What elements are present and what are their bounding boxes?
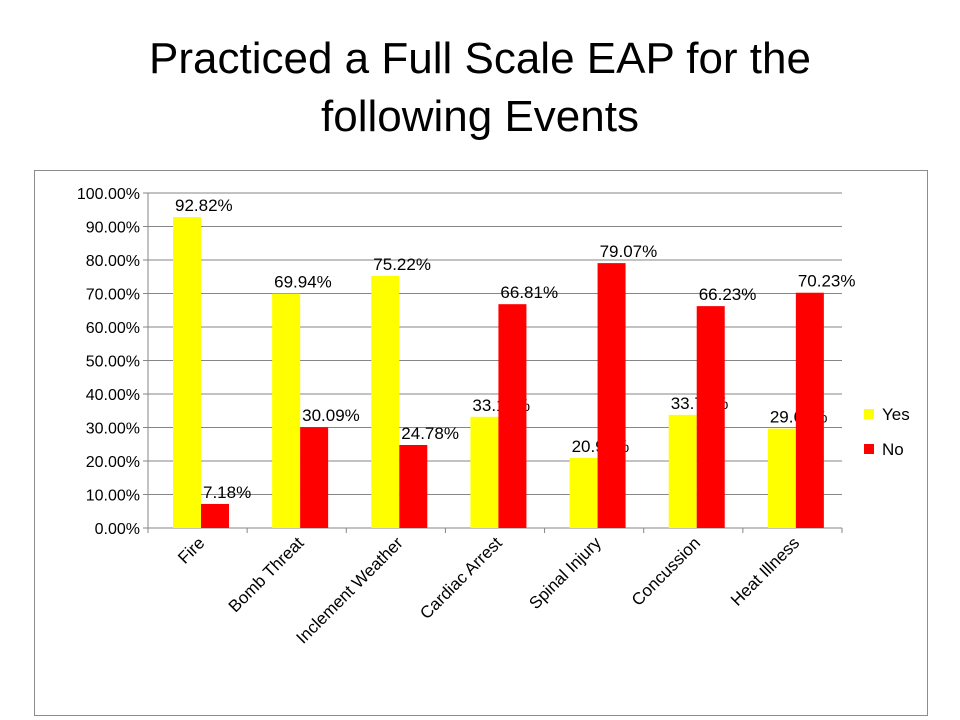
category-label: Heat Illness bbox=[727, 533, 803, 609]
bar-no bbox=[597, 263, 626, 528]
y-tick-label: 90.00% bbox=[86, 220, 140, 237]
bar-no bbox=[201, 503, 229, 528]
bar-yes bbox=[569, 457, 598, 528]
bar-no bbox=[300, 427, 329, 528]
bar-yes bbox=[371, 276, 400, 528]
y-tick-label: 50.00% bbox=[86, 354, 140, 371]
y-tick-label: 10.00% bbox=[86, 488, 140, 505]
bar-no bbox=[696, 306, 725, 528]
data-label-yes: 92.82% bbox=[175, 196, 233, 215]
chart-frame: 0.00% 10.00% 20.00% 30.00% 40.00% 50.00% 60.00… bbox=[34, 170, 928, 716]
slide-title: Practiced a Full Scale EAP for the follo… bbox=[60, 30, 900, 146]
category-label: Spinal Injury bbox=[525, 533, 605, 613]
data-label-no: 70.23% bbox=[798, 272, 856, 291]
bar-no bbox=[498, 304, 527, 528]
category-label: Fire bbox=[174, 533, 208, 567]
y-tick-label: 70.00% bbox=[86, 287, 140, 304]
bar-yes bbox=[272, 293, 301, 528]
data-label-no: 7.18% bbox=[203, 483, 251, 502]
bar-yes bbox=[668, 414, 697, 528]
y-tick-label: 0.00% bbox=[95, 521, 140, 538]
bar-no bbox=[399, 444, 428, 528]
bar-yes bbox=[767, 428, 796, 528]
data-label-no: 79.07% bbox=[600, 242, 658, 261]
legend-swatch-no bbox=[864, 444, 874, 454]
y-tick-label: 100.00% bbox=[77, 186, 140, 203]
data-label-yes: 69.94% bbox=[274, 273, 332, 292]
data-label-no: 66.23% bbox=[699, 285, 757, 304]
slide-title-line-1: Practiced a Full Scale EAP for the bbox=[149, 34, 811, 83]
bar-yes bbox=[470, 416, 499, 528]
slide-title-line-2: following Events bbox=[321, 92, 639, 141]
category-label: Cardiac Arrest bbox=[416, 533, 506, 623]
bar-no bbox=[795, 292, 824, 528]
legend-swatch-yes bbox=[864, 409, 874, 419]
y-tick-label: 20.00% bbox=[86, 454, 140, 471]
category-label: Inclement Weather bbox=[293, 533, 407, 647]
y-tick-label: 60.00% bbox=[86, 320, 140, 337]
y-tick-label: 30.00% bbox=[86, 421, 140, 438]
y-tick-label: 80.00% bbox=[86, 253, 140, 270]
data-label-no: 66.81% bbox=[500, 283, 558, 302]
data-label-yes: 75.22% bbox=[373, 255, 431, 274]
bar-chart: 0.00% 10.00% 20.00% 30.00% 40.00% 50.00% 60.00… bbox=[77, 186, 910, 648]
category-label: Concussion bbox=[628, 533, 704, 609]
y-tick-label: 40.00% bbox=[86, 387, 140, 404]
data-label-no: 30.09% bbox=[302, 406, 360, 425]
data-label-no: 24.78% bbox=[401, 424, 459, 443]
bar-yes bbox=[173, 217, 201, 528]
legend-label-yes: Yes bbox=[882, 405, 910, 424]
legend-label-no: No bbox=[882, 440, 904, 459]
category-label: Bomb Threat bbox=[225, 533, 308, 616]
